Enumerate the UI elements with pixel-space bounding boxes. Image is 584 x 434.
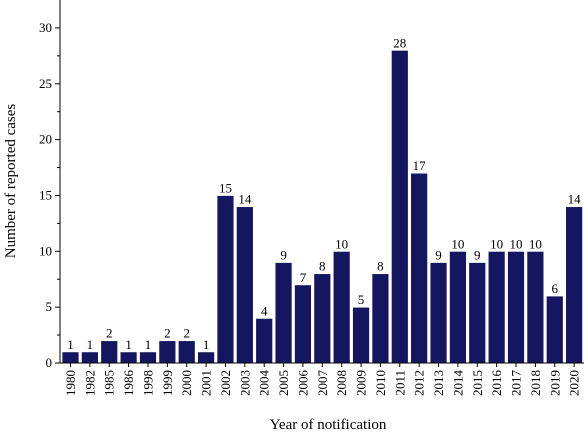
bar-value-label: 2	[106, 326, 113, 341]
x-tick-label: 2010	[373, 370, 388, 396]
bar-value-label: 1	[145, 337, 152, 352]
y-tick-label: 0	[46, 355, 53, 370]
bar-value-label: 5	[358, 292, 365, 307]
bar-value-label: 9	[474, 247, 481, 262]
bar-value-label: 4	[261, 303, 268, 318]
x-tick-label: 2002	[218, 370, 233, 396]
bar-2018	[526, 250, 545, 364]
bar-2014	[448, 250, 467, 364]
x-tick-label: 2011	[392, 370, 407, 396]
x-tick-label: 2005	[276, 370, 291, 396]
bar-value-label: 8	[377, 259, 384, 274]
bar-2016	[487, 250, 506, 364]
bar-2005	[274, 262, 293, 364]
bar-value-label: 17	[413, 158, 427, 173]
x-tick-label: 2015	[470, 370, 485, 396]
bar-value-label: 1	[87, 337, 94, 352]
bar-value-label: 8	[319, 259, 326, 274]
x-tick-label: 1985	[102, 370, 117, 396]
x-tick-label: 2013	[431, 370, 446, 396]
bar-value-label: 9	[435, 247, 442, 262]
bar-value-label: 2	[164, 326, 171, 341]
bar-value-label: 15	[219, 180, 232, 195]
bar-2017	[507, 250, 525, 364]
x-tick-label: 2019	[547, 370, 562, 396]
bar-2002	[216, 195, 235, 364]
x-tick-label: 2009	[354, 370, 369, 396]
bar-2011	[390, 49, 409, 364]
bar-value-label: 14	[568, 192, 582, 207]
bar-value-label: 1	[125, 337, 132, 352]
bar-2019	[545, 295, 564, 364]
bar-2013	[429, 262, 448, 364]
bar-1986	[119, 351, 138, 364]
x-tick-label: 2018	[528, 370, 543, 396]
x-tick-label: 2017	[509, 370, 524, 397]
y-tick-label: 30	[39, 20, 52, 35]
bar-1980	[61, 351, 80, 364]
x-tick-label: 1998	[140, 370, 155, 396]
x-tick-label: 2014	[450, 370, 465, 397]
x-axis-title: Year of notification	[270, 417, 387, 433]
x-tick-label: 2020	[567, 370, 582, 396]
y-tick-label: 20	[39, 132, 52, 147]
x-tick-label: 1982	[82, 370, 97, 396]
bar-1999	[158, 340, 177, 364]
x-tick-label: 2016	[489, 370, 504, 397]
bar-value-label: 28	[393, 35, 406, 50]
bar-2004	[255, 317, 274, 364]
x-tick-label: 2001	[199, 370, 214, 396]
x-axis: 1980 1982 1985 1986 1998 1999 2000 2001 2002 2003…	[60, 362, 584, 397]
x-tick-label: 2003	[237, 370, 252, 396]
x-tick-label: 2008	[334, 370, 349, 396]
bar-1998	[139, 351, 157, 364]
x-tick-label: 2004	[257, 370, 272, 397]
bars-group	[61, 49, 584, 364]
bar-value-label: 10	[510, 236, 523, 251]
x-tick-label: 2000	[179, 370, 194, 396]
bar-2020	[565, 206, 584, 364]
bar-2015	[468, 262, 487, 364]
y-axis-title: Number of reported cases	[3, 104, 19, 259]
bar-2001	[197, 351, 215, 364]
bar-1985	[100, 340, 119, 364]
y-axis: 0 5 10 15 20 25 30	[39, 0, 61, 370]
y-tick-label: 25	[39, 76, 52, 91]
bar-2008	[332, 250, 351, 364]
bar-2000	[177, 340, 196, 364]
y-tick-label: 15	[39, 187, 52, 202]
x-tick-label: 1999	[160, 370, 175, 396]
bar-2007	[313, 273, 332, 364]
bar-value-label: 1	[203, 337, 210, 352]
bar-2012	[410, 172, 429, 364]
bar-value-label: 7	[300, 270, 307, 285]
bar-value-label: 10	[451, 236, 464, 251]
x-tick-label: 2007	[315, 370, 330, 397]
bar-2003	[235, 206, 254, 364]
bar-2006	[294, 284, 312, 364]
x-tick-label: 1980	[63, 370, 78, 396]
bar-value-label: 2	[183, 326, 190, 341]
bar-value-label: 9	[280, 247, 287, 262]
x-tick-label: 2006	[295, 370, 310, 397]
bar-value-label: 1	[67, 337, 74, 352]
x-tick-label: 2012	[412, 370, 427, 396]
bar-2010	[371, 273, 390, 364]
bar-value-label: 10	[490, 236, 503, 251]
bar-value-label: 6	[552, 281, 559, 296]
bar-value-label: 10	[529, 236, 542, 251]
bar-value-label: 14	[238, 192, 252, 207]
bar-value-label: 10	[335, 236, 348, 251]
bar-1982	[80, 351, 99, 364]
y-tick-label: 5	[46, 299, 53, 314]
bar-2009	[352, 306, 370, 364]
x-tick-label: 1986	[121, 370, 136, 397]
y-tick-label: 10	[39, 243, 52, 258]
